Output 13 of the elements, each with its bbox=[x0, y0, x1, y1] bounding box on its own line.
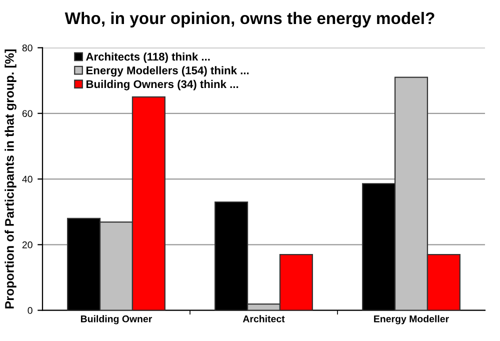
y-tick-label: 40 bbox=[22, 176, 32, 183]
legend-label: Energy Modellers (154) think ... bbox=[86, 66, 249, 77]
x-tick-label: Energy Modeller bbox=[374, 315, 449, 324]
legend-label: Building Owners (34) think ... bbox=[86, 80, 238, 90]
chart-title: Who, in your opinion, owns the energy model? bbox=[64, 12, 434, 28]
x-tick-label: Building Owner bbox=[80, 315, 152, 324]
legend-label: Architects (118) think ... bbox=[86, 52, 210, 63]
x-tick-label: Architect bbox=[242, 315, 285, 322]
y-tick-label: 60 bbox=[22, 110, 32, 117]
y-tick-label: 20 bbox=[22, 241, 32, 248]
y-tick-label: 0 bbox=[28, 307, 32, 314]
y-axis-title: Proportion of Participants in that group. [%] bbox=[4, 50, 16, 308]
y-tick-label: 80 bbox=[22, 44, 32, 52]
